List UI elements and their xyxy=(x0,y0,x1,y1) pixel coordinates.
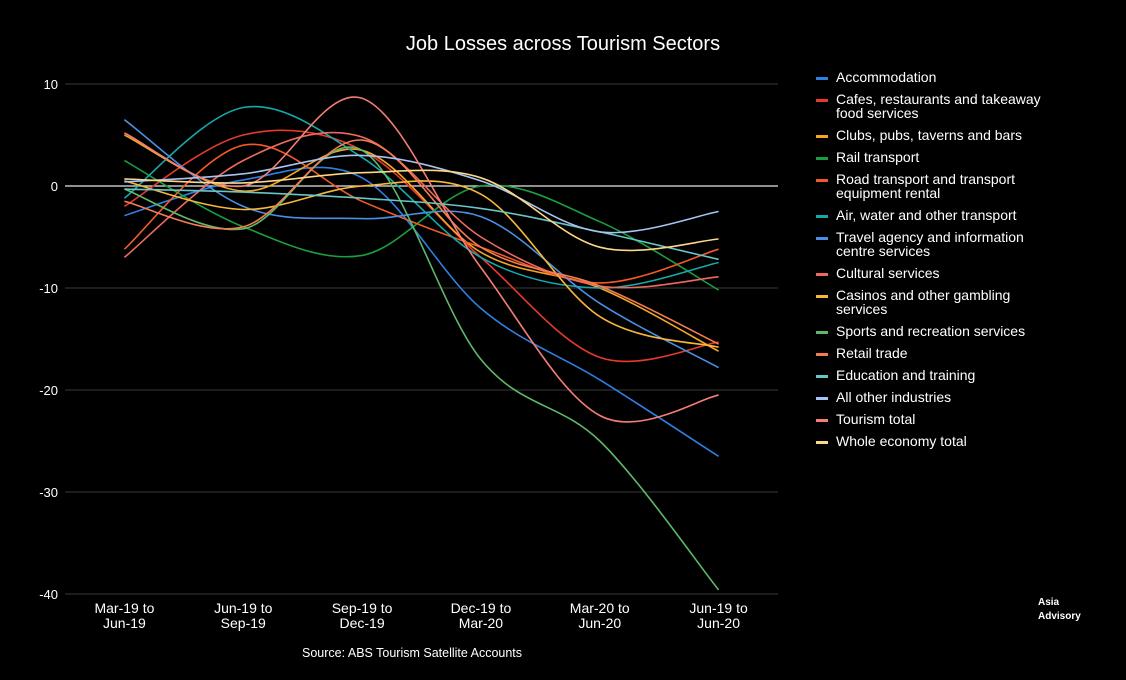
legend-label-line: All other industries xyxy=(836,389,952,405)
legend-label-line: Road transport and transport xyxy=(836,171,1015,187)
x-tick-label: Mar-19 to Jun-19 xyxy=(94,600,154,631)
legend-label: Rail transport xyxy=(836,150,1086,164)
legend-label: Road transport and transport equipment re… xyxy=(836,172,1086,200)
series-line-travel-agency-and-information-centre-services xyxy=(123,119,719,369)
series-line-retail-trade xyxy=(124,139,719,345)
legend-label-line: Travel agency and information xyxy=(836,229,1024,245)
series-lines xyxy=(123,96,720,591)
legend-label: Clubs, pubs, taverns and bars xyxy=(836,128,1086,142)
legend-label-line: Air, water and other transport xyxy=(836,207,1017,223)
legend-swatch xyxy=(816,273,828,276)
legend-label-line: Whole economy total xyxy=(836,433,967,449)
y-tick-label: 0 xyxy=(51,179,58,194)
legend-item-tourism-total: Tourism total xyxy=(816,412,1116,426)
legend-swatch xyxy=(816,237,828,240)
legend-item-accommodation: Accommodation xyxy=(816,70,1116,84)
legend-label: Travel agency and information centre serv… xyxy=(836,230,1086,258)
y-tick-label: 10 xyxy=(44,77,58,92)
legend-label-line: Retail trade xyxy=(836,345,908,361)
source-note: Source: ABS Tourism Satellite Accounts xyxy=(302,646,523,660)
x-tick-label: Sep-19 to Dec-19 xyxy=(332,600,393,631)
legend-label-line: Cultural services xyxy=(836,265,940,281)
legend-label-line: Rail transport xyxy=(836,149,920,165)
legend-item-all-other-industries: All other industries xyxy=(816,390,1116,404)
legend-item-sports-and-recreation-services: Sports and recreation services xyxy=(816,324,1116,338)
y-tick-label: -20 xyxy=(39,383,58,398)
legend-label-line: Casinos and other gambling xyxy=(836,287,1011,303)
series-line-accommodation xyxy=(124,166,720,457)
chart-title: Job Losses across Tourism Sectors xyxy=(406,33,720,55)
legend-item-cafes-restaurants-and-takeaway-food-services: Cafes, restaurants and takeaway food serv… xyxy=(816,92,1116,120)
legend-item-road-transport-and-transport-equipment-rental: Road transport and transport equipment re… xyxy=(816,172,1116,200)
legend-label-line: Sports and recreation services xyxy=(836,323,1026,339)
series-line-education-and-training xyxy=(124,188,719,261)
legend-swatch xyxy=(816,295,828,298)
legend-label: Retail trade xyxy=(836,346,1086,360)
legend-label: All other industries xyxy=(836,390,1086,404)
legend-item-air-water-and-other-transport: Air, water and other transport xyxy=(816,208,1116,222)
legend-swatch xyxy=(816,157,828,160)
legend-label: Air, water and other transport xyxy=(836,208,1086,222)
legend-item-casinos-and-other-gambling-services: Casinos and other gambling services xyxy=(816,288,1116,316)
series-line-rail-transport xyxy=(124,159,719,291)
legend-label: Sports and recreation services xyxy=(836,324,1086,338)
legend-label: Casinos and other gambling services xyxy=(836,288,1086,316)
series-line-clubs-pubs-taverns-and-bars xyxy=(124,134,719,352)
legend-swatch xyxy=(816,99,828,102)
legend-swatch xyxy=(816,441,828,444)
grid xyxy=(65,83,778,595)
series-line-all-other-industries xyxy=(124,154,719,234)
series-line-casinos-and-other-gambling-services xyxy=(124,180,719,348)
legend-swatch xyxy=(816,135,828,138)
series-line-road-transport-and-transport-equipment-rental xyxy=(123,143,719,284)
legend-label: Whole economy total xyxy=(836,434,1086,448)
legend-item-whole-economy-total: Whole economy total xyxy=(816,434,1116,448)
legend-item-cultural-services: Cultural services xyxy=(816,266,1116,280)
legend-label-line: centre services xyxy=(836,243,931,259)
series-line-whole-economy-total xyxy=(124,169,719,252)
legend-label-line: Education and training xyxy=(836,367,976,383)
legend-label: Cafes, restaurants and takeaway food serv… xyxy=(836,92,1086,120)
y-tick-label: -30 xyxy=(39,485,58,500)
legend-swatch xyxy=(816,179,828,182)
watermark: Asia Advisory xyxy=(1038,596,1081,624)
legend-swatch xyxy=(816,353,828,356)
series-line-tourism-total xyxy=(124,96,719,423)
legend-label: Cultural services xyxy=(836,266,1086,280)
x-tick-label: Dec-19 to Mar-20 xyxy=(451,600,512,631)
x-tick-label: Jun-19 to Sep-19 xyxy=(214,600,273,631)
watermark-line-2: Advisory xyxy=(1038,611,1081,622)
legend-item-travel-agency-and-information-centre-services: Travel agency and information centre serv… xyxy=(816,230,1116,258)
series-line-cultural-services xyxy=(123,131,719,289)
legend-swatch xyxy=(816,419,828,422)
legend-swatch xyxy=(816,77,828,80)
legend: Accommodation Cafes, restaurants and take… xyxy=(816,70,1116,456)
legend-label-line: Accommodation xyxy=(836,69,937,85)
x-tick-label: Jun-19 to Jun-20 xyxy=(689,600,748,631)
legend-label: Education and training xyxy=(836,368,1086,382)
legend-label-line: equipment rental xyxy=(836,185,941,201)
y-tick-label: -10 xyxy=(39,281,58,296)
axes: 10 0 -10 -20 -30 -40 Mar-19 to Jun-19 Jun-19 to S… xyxy=(39,77,748,631)
y-tick-label: -40 xyxy=(39,587,58,602)
legend-item-clubs-pubs-taverns-and-bars: Clubs, pubs, taverns and bars xyxy=(816,128,1116,142)
legend-label: Accommodation xyxy=(836,70,1086,84)
watermark-line-1: Asia xyxy=(1038,597,1060,608)
legend-swatch xyxy=(816,375,828,378)
legend-label-line: food services xyxy=(836,105,919,121)
legend-item-rail-transport: Rail transport xyxy=(816,150,1116,164)
legend-label: Tourism total xyxy=(836,412,1086,426)
x-tick-label: Mar-20 to Jun-20 xyxy=(570,600,630,631)
legend-swatch xyxy=(816,215,828,218)
legend-label-line: Tourism total xyxy=(836,411,916,427)
legend-item-education-and-training: Education and training xyxy=(816,368,1116,382)
legend-label-line: services xyxy=(836,301,888,317)
legend-swatch xyxy=(816,331,828,334)
legend-item-retail-trade: Retail trade xyxy=(816,346,1116,360)
legend-swatch xyxy=(816,397,828,400)
series-line-sports-and-recreation-services xyxy=(124,146,720,591)
legend-label-line: Clubs, pubs, taverns and bars xyxy=(836,127,1022,143)
legend-label-line: Cafes, restaurants and takeaway xyxy=(836,91,1041,107)
